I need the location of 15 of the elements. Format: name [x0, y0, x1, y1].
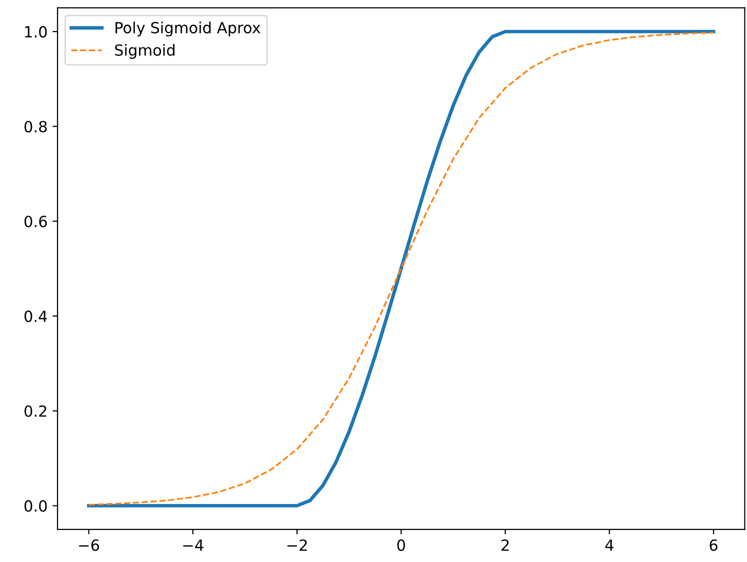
x-tick-label: 4	[605, 540, 614, 551]
y-tick-label: 0.2	[24, 405, 46, 417]
x-tick-label: −4	[183, 540, 204, 551]
x-tick-label: 6	[710, 539, 718, 551]
y-tick-label: 0.4	[24, 310, 47, 322]
x-tick-label: −2	[287, 539, 307, 551]
x-tick-label: 2	[502, 539, 509, 551]
x-tick-label: −6	[79, 539, 100, 551]
y-tick-label: 0.6	[24, 216, 47, 228]
x-tick-label: 0	[397, 539, 405, 551]
y-tick-label: 0.0	[24, 500, 47, 512]
legend-label: Sigmoid	[115, 44, 174, 59]
y-tick-label: 0.8	[24, 120, 47, 132]
y-tick-label: 1.0	[25, 26, 47, 38]
legend-label: Poly Sigmoid Aprox	[116, 22, 260, 36]
